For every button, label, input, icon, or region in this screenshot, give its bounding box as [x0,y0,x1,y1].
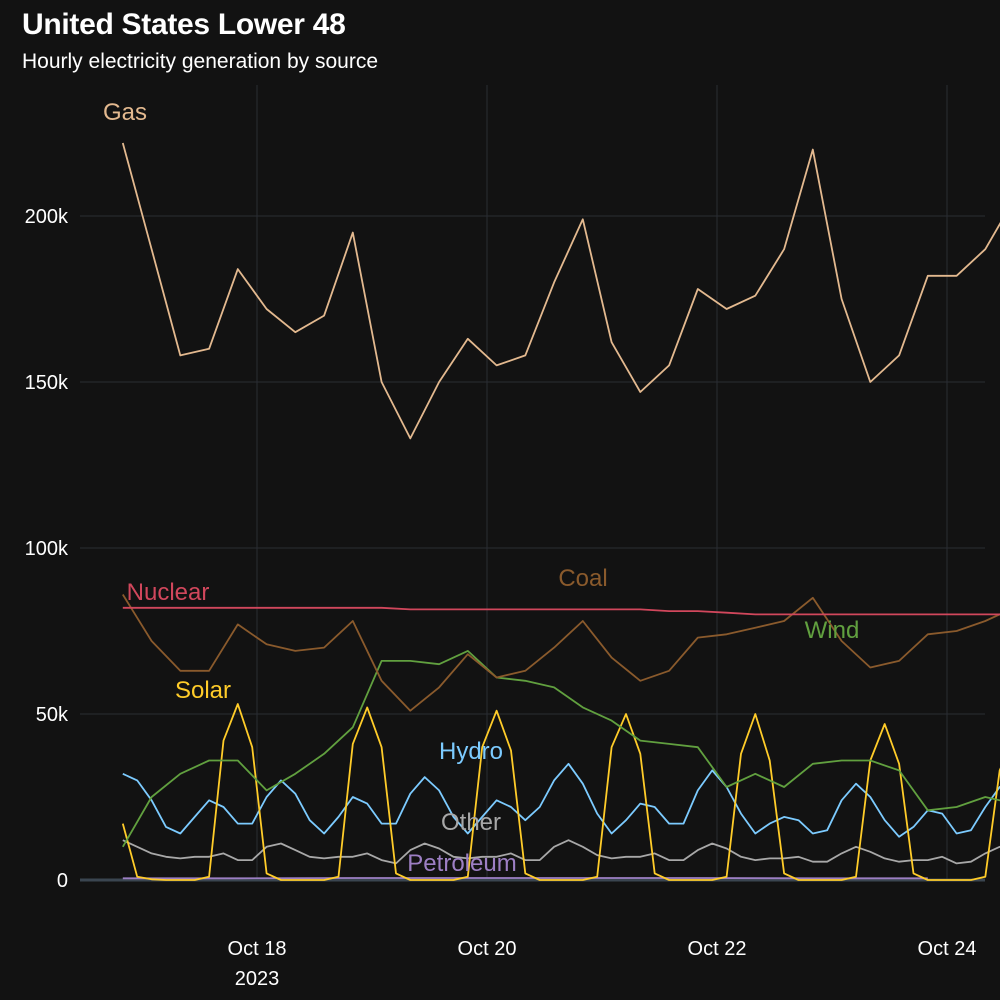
series-label-gas: Gas [103,99,147,126]
x-axis-ticks: Oct 18 Oct 20 Oct 22 Oct 24 2023 [228,938,977,990]
x-tick-label: Oct 18 [228,938,287,960]
y-tick-label: 0 [57,870,68,892]
y-tick-label: 100k [25,538,69,560]
series-line-nuclear [122,606,1000,616]
series-lines [121,142,1000,881]
series-line-solar [121,703,1000,881]
y-tick-label: 200k [25,206,69,228]
series-line-other [122,839,1000,865]
series-label-nuclear: Nuclear [127,579,210,606]
series-line-wind [122,650,1000,848]
series-label-wind: Wind [805,617,860,644]
series-label-coal: Coal [558,565,607,592]
x-tick-label: Oct 22 [688,938,747,960]
series-line-coal [122,594,1000,712]
x-tick-label: Oct 24 [918,938,977,960]
series-labels: Gas Nuclear Coal Wind Solar Hydro Other Petrole… [103,99,859,877]
x-tick-label: Oct 20 [458,938,517,960]
y-tick-label: 150k [25,372,69,394]
series-line-gas [121,142,1000,440]
x-year-label: 2023 [235,968,280,990]
y-tick-label: 50k [36,704,69,726]
chart-subtitle: Hourly electricity generation by source [22,50,378,73]
series-label-petroleum: Petroleum [407,850,516,877]
y-axis-ticks: 0 50k 100k 150k 200k [25,206,69,892]
series-label-other: Other [441,809,501,836]
chart-title: United States Lower 48 [22,8,346,41]
series-label-solar: Solar [175,677,231,704]
series-label-hydro: Hydro [439,738,503,765]
